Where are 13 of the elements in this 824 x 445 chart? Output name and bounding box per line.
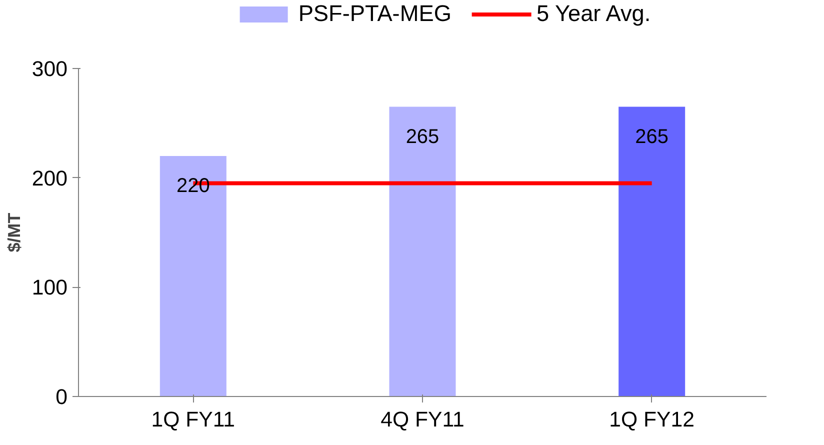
data-label: 265 [406,126,440,148]
y-tick-label: 300 [32,57,68,81]
y-axis-title: $/MT [4,212,24,252]
y-tick-label: 100 [32,276,68,300]
legend-label: PSF-PTA-MEG [298,0,452,27]
data-label: 265 [635,126,669,148]
data-label: 220 [176,174,210,197]
legend-label: 5 Year Avg. [536,0,651,27]
y-tick-label: 0 [56,385,68,409]
x-tick-label: 1Q FY12 [609,408,695,432]
x-tick-label: 1Q FY11 [151,408,236,432]
y-tick-label: 200 [32,166,68,190]
x-tick-label: 4Q FY11 [380,408,464,432]
